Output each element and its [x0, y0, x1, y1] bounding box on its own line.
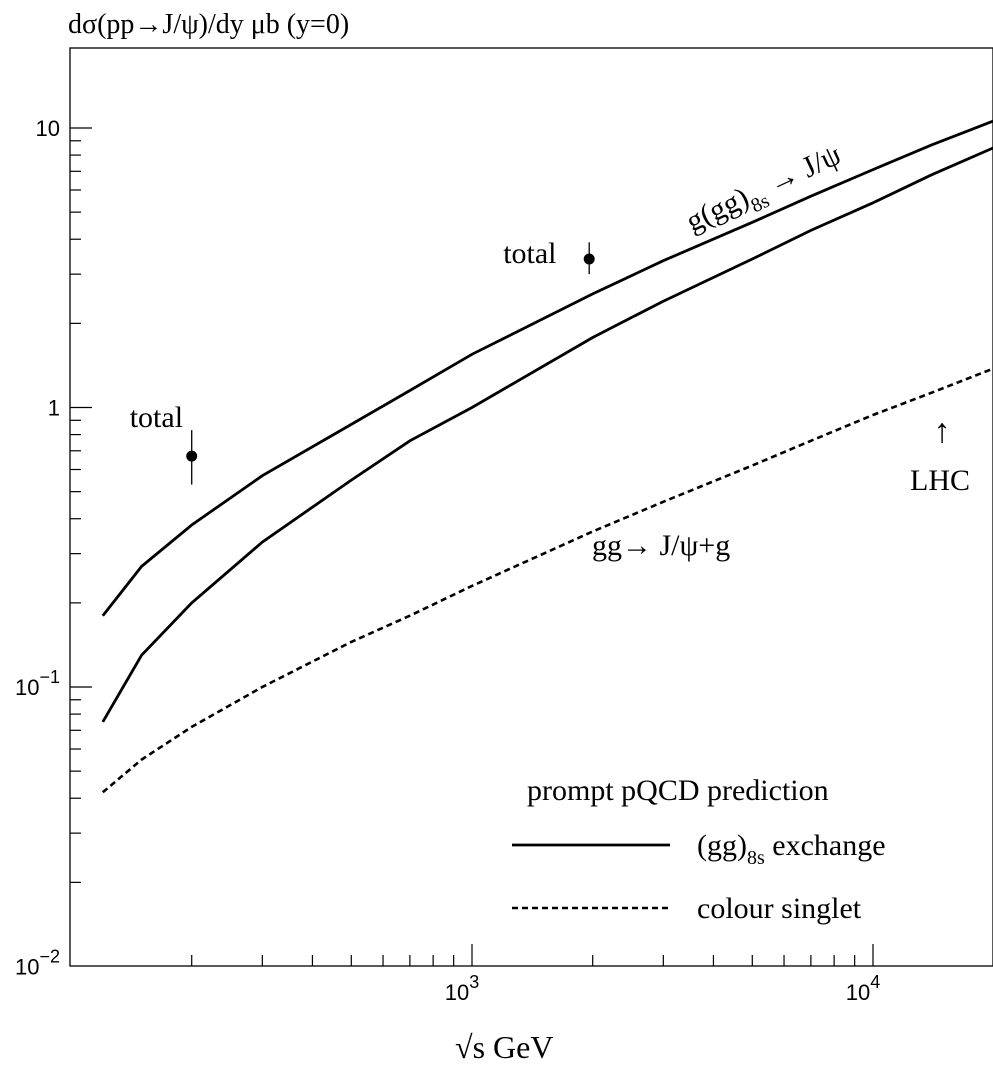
lhc-label: LHC	[910, 464, 970, 497]
curve-annotations: g(gg)8s → J/ψgg→ J/ψ+g↑LHC	[592, 138, 970, 562]
y-tick-label: 10−1	[15, 667, 60, 700]
colour-singlet-curve-label: gg→ J/ψ+g	[592, 529, 730, 562]
legend: prompt pQCD prediction (gg)8s exchange col…	[512, 774, 886, 925]
axis-ticks	[70, 127, 874, 966]
data-points: total total	[130, 237, 595, 485]
series-line-3	[101, 367, 993, 794]
data-point-1	[186, 450, 198, 462]
plot-frame	[69, 47, 993, 967]
y-tick-label: 1	[48, 396, 60, 421]
y-tick-label: 10−2	[15, 947, 60, 980]
point-label-1: total	[130, 401, 183, 434]
y-axis-label: dσ(pp→J/ψ)/dy μb (y=0)	[68, 9, 349, 40]
x-tick-label: 103	[445, 972, 480, 1005]
series-curves	[101, 119, 993, 794]
series-line-2	[101, 146, 993, 723]
x-tick-label: 104	[846, 972, 881, 1005]
series-line-1	[101, 119, 993, 617]
lhc-arrow-icon: ↑	[934, 413, 951, 450]
y-tick-label: 10	[36, 116, 60, 141]
x-axis-label: √s GeV	[455, 1029, 553, 1065]
legend-label-1: (gg)8s exchange	[697, 829, 886, 869]
point-label-2: total	[503, 237, 556, 270]
axis-tick-labels: 10−2 10−1 1 10 103 104	[15, 116, 880, 1005]
data-point-2	[583, 253, 595, 265]
legend-label-2: colour singlet	[697, 892, 862, 925]
legend-title: prompt pQCD prediction	[527, 774, 829, 807]
